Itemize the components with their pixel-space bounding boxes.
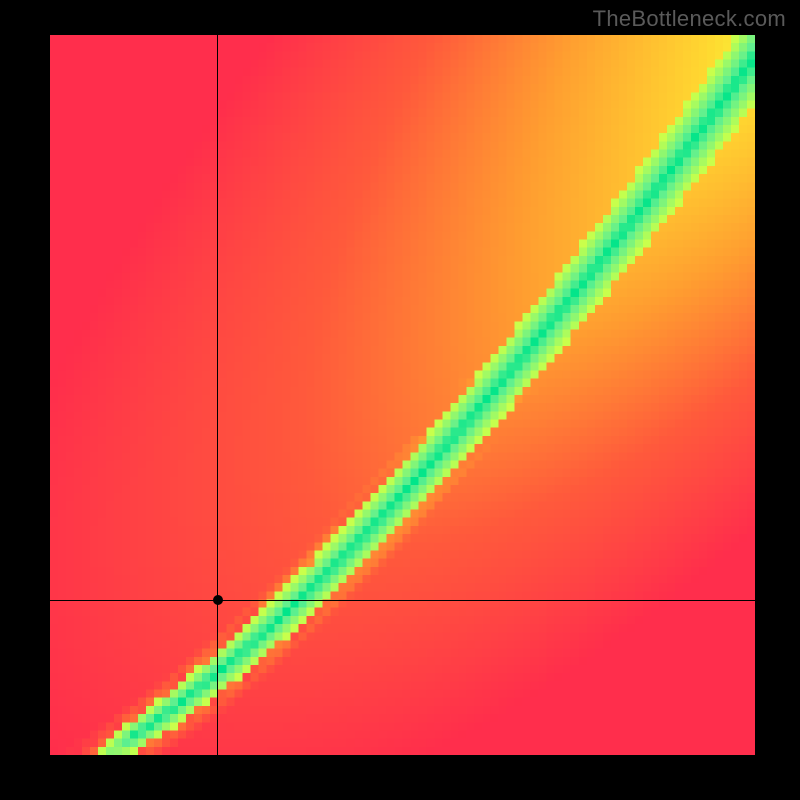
bottleneck-heatmap: [50, 35, 755, 755]
watermark-text: TheBottleneck.com: [593, 6, 786, 32]
crosshair-horizontal: [50, 600, 755, 601]
crosshair-marker: [213, 595, 223, 605]
crosshair-vertical: [217, 35, 218, 755]
chart-container: TheBottleneck.com: [0, 0, 800, 800]
